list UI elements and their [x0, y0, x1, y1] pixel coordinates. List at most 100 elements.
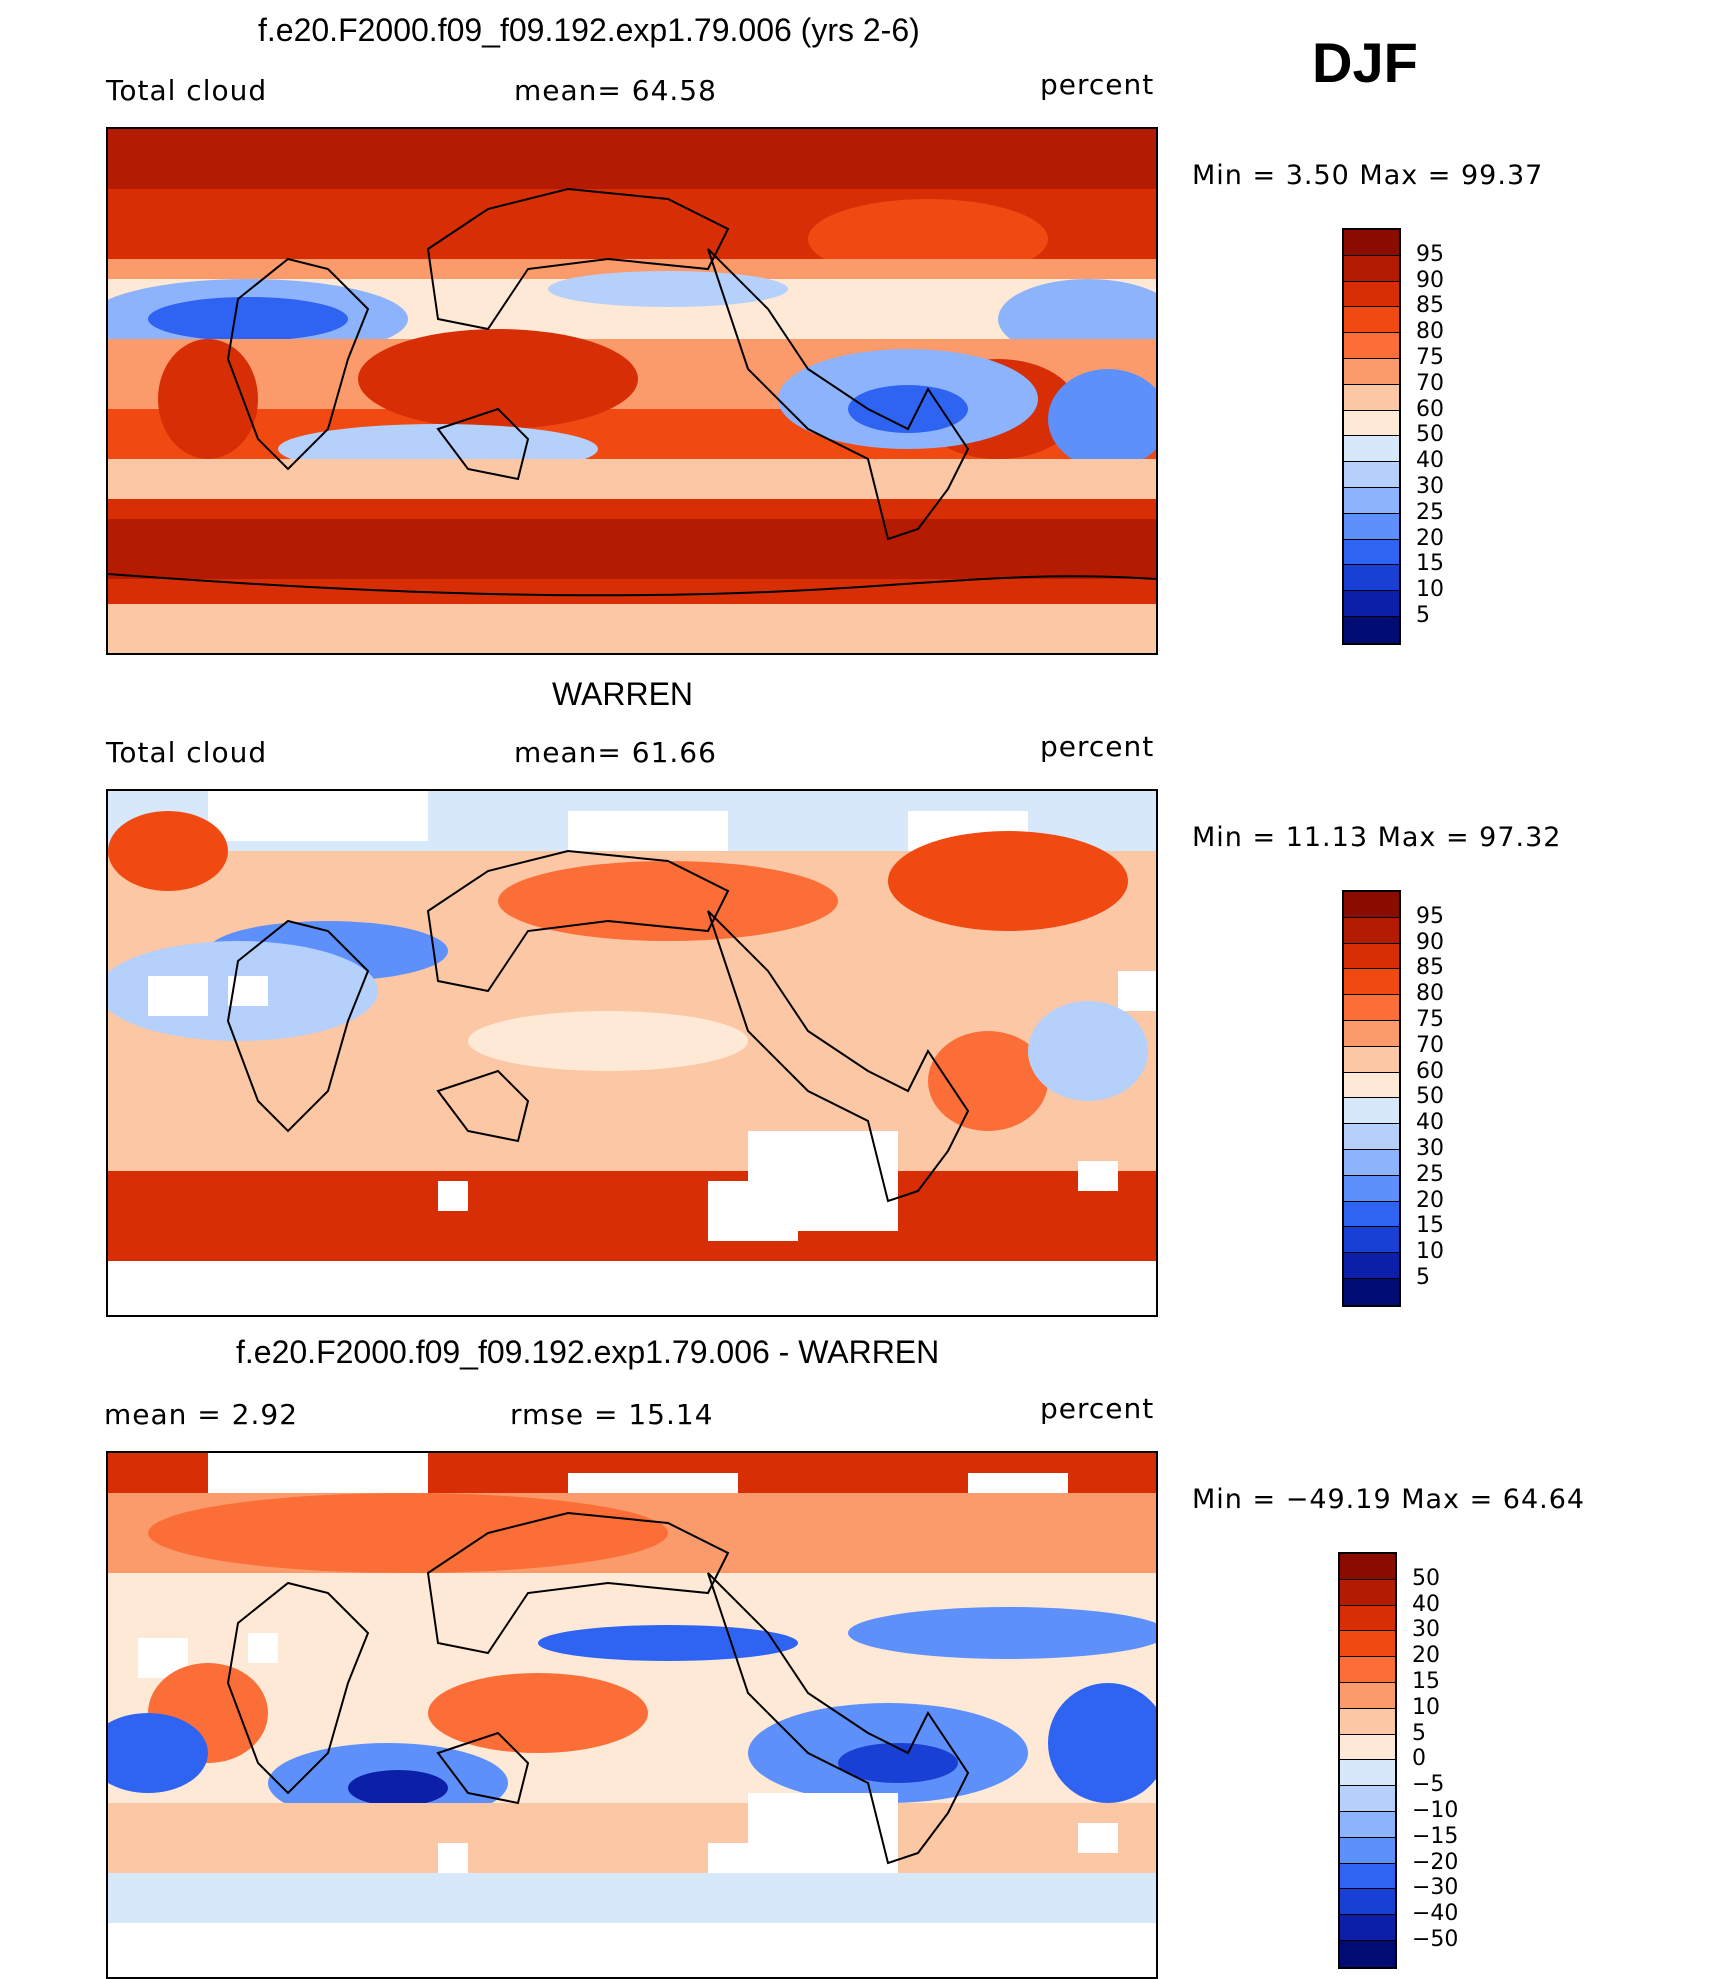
panel-1-colorbar-swatch	[1344, 565, 1399, 592]
panel-3-units: percent	[1040, 1392, 1155, 1425]
panel-1-colorbar-label: 75	[1416, 345, 1444, 370]
panel-1-colorbar-swatch	[1344, 307, 1399, 334]
panel-2-title: WARREN	[552, 676, 694, 712]
panel-2-colorbar-swatch	[1344, 1046, 1399, 1073]
panel-2-colorbar-label: 15	[1416, 1213, 1444, 1239]
panel-2-colorbar-label: 10	[1416, 1239, 1444, 1265]
panel-3-colorbar-label: 40	[1412, 1591, 1440, 1617]
panel-3-min-max: Min = −49.19 Max = 64.64	[1192, 1484, 1586, 1515]
panel-2-colorbar-swatch	[1344, 892, 1399, 918]
panel-1-colorbar-swatch	[1344, 539, 1399, 566]
panel-3-colorbar-swatch	[1340, 1605, 1395, 1632]
panel-2-colorbar-label: 30	[1416, 1136, 1444, 1161]
panel-1-colorbar-label: 25	[1416, 499, 1444, 525]
panel-2-colorbar-label: 60	[1416, 1058, 1444, 1084]
panel-3-colorbar-swatch	[1340, 1554, 1395, 1580]
panel-3-colorbar-label: 15	[1412, 1669, 1440, 1694]
panel-3-colorbar-label: 0	[1412, 1746, 1426, 1772]
panel-1-colorbar-swatch	[1344, 230, 1399, 256]
panel-2-colorbar-label: 20	[1416, 1187, 1444, 1213]
panel-3-colorbar-swatch	[1340, 1889, 1395, 1916]
panel-1-colorbar-label: 60	[1416, 396, 1444, 422]
panel-2-colorbar-label: 5	[1416, 1265, 1430, 1290]
panel-1-min-max: Min = 3.50 Max = 99.37	[1192, 160, 1544, 191]
panel-1-colorbar-label: 80	[1416, 319, 1444, 345]
panel-2-colorbar-label: 95	[1416, 903, 1444, 929]
panel-3-colorbar-label: 30	[1412, 1617, 1440, 1643]
panel-2-colorbar-label: 75	[1416, 1007, 1444, 1032]
panel-2-colorbar-swatch	[1344, 1201, 1399, 1228]
panel-3-colorbar-swatch	[1340, 1837, 1395, 1864]
panel-3-colorbar-label: −50	[1412, 1927, 1459, 1952]
panel-3-title: f.e20.F2000.f09_f09.192.exp1.79.006 - WA…	[236, 1334, 940, 1370]
panel-3-colorbar-swatches	[1338, 1552, 1397, 1969]
panel-3-colorbar-label: −5	[1412, 1772, 1445, 1798]
panel-1-colorbar-swatch	[1344, 513, 1399, 540]
panel-3-colorbar-swatch	[1340, 1863, 1395, 1890]
panel-1-colorbar-swatches	[1342, 228, 1401, 645]
panel-1-colorbar-label: 15	[1416, 551, 1444, 577]
panel-2-colorbar-label: 80	[1416, 981, 1444, 1007]
panel-1-colorbar-label: 95	[1416, 241, 1444, 267]
panel-3-colorbar-label: −10	[1412, 1798, 1459, 1823]
panel-1-colorbar-swatch	[1344, 616, 1399, 643]
panel-3-colorbar-swatch	[1340, 1811, 1395, 1838]
panel-2-colorbar-label: 50	[1416, 1084, 1444, 1110]
panel-1-colorbar-label: 85	[1416, 293, 1444, 319]
panel-2-colorbar-swatch	[1344, 1149, 1399, 1176]
panel-2-field-label: Total cloud	[106, 736, 268, 769]
panel-2-colorbar-swatch	[1344, 1175, 1399, 1202]
panel-3-colorbar-label: −15	[1412, 1823, 1459, 1849]
panel-1-colorbar-swatch	[1344, 281, 1399, 308]
panel-2-colorbar-swatch	[1344, 1124, 1399, 1150]
panel-2-map	[106, 789, 1158, 1317]
panel-3-colorbar-swatch	[1340, 1708, 1395, 1735]
panel-2-colorbar-swatch	[1344, 1020, 1399, 1047]
panel-2-colorbar-swatch	[1344, 943, 1399, 970]
panel-3-colorbar-label: −40	[1412, 1901, 1459, 1927]
panel-1-colorbar-swatch	[1344, 591, 1399, 617]
panel-3-colorbar-label: −30	[1412, 1875, 1459, 1901]
panel-1-colorbar-swatch	[1344, 436, 1399, 463]
season-label: DJF	[1312, 31, 1418, 94]
panel-2-colorbar-swatch	[1344, 1227, 1399, 1254]
panel-3-colorbar-label: 5	[1412, 1720, 1426, 1746]
panel-3-colorbar-label: 10	[1412, 1694, 1440, 1720]
panel-2-colorbar-label: 40	[1416, 1110, 1444, 1136]
panel-1-colorbar-swatch	[1344, 358, 1399, 385]
panel-2-colorbar-swatch	[1344, 1278, 1399, 1305]
panel-2-colorbar-swatch	[1344, 1098, 1399, 1125]
panel-2-units: percent	[1040, 730, 1155, 763]
panel-3-colorbar-label: 20	[1412, 1643, 1440, 1669]
panel-1-colorbar-swatch	[1344, 384, 1399, 411]
panel-3-colorbar-label: −20	[1412, 1849, 1459, 1875]
panel-2-colorbar-swatches	[1342, 890, 1401, 1307]
panel-3-colorbar-label: 50	[1412, 1565, 1440, 1591]
panel-3-rmse: rmse = 15.14	[510, 1398, 714, 1431]
panel-2-min-max: Min = 11.13 Max = 97.32	[1192, 822, 1562, 853]
panel-2-colorbar-swatch	[1344, 995, 1399, 1021]
panel-2-colorbar-swatch	[1344, 1253, 1399, 1279]
panel-3-map	[106, 1451, 1158, 1979]
panel-2-colorbar-swatch	[1344, 1072, 1399, 1099]
panel-1-colorbar-label: 10	[1416, 577, 1444, 603]
panel-3-colorbar-swatch	[1340, 1579, 1395, 1606]
panel-1-colorbar-label: 70	[1416, 370, 1444, 396]
panel-2-colorbar-label: 70	[1416, 1032, 1444, 1058]
panel-1-colorbar-swatch	[1344, 410, 1399, 437]
panel-1-field-label: Total cloud	[106, 74, 268, 107]
panel-2-colorbar-swatch	[1344, 917, 1399, 944]
panel-3-colorbar-swatch	[1340, 1631, 1395, 1658]
panel-2-colorbar-label: 85	[1416, 955, 1444, 981]
panel-1-colorbar-swatch	[1344, 462, 1399, 488]
panel-2-colorbar-label: 25	[1416, 1161, 1444, 1187]
panel-1-colorbar-label: 5	[1416, 603, 1430, 628]
panel-2-mean: mean= 61.66	[514, 736, 717, 769]
panel-1-colorbar-swatch	[1344, 487, 1399, 514]
panel-3-colorbar-swatch	[1340, 1734, 1395, 1761]
panel-1-colorbar-swatch	[1344, 333, 1399, 359]
panel-3-colorbar-swatch	[1340, 1760, 1395, 1787]
panel-1-units: percent	[1040, 68, 1155, 101]
panel-1-colorbar-swatch	[1344, 255, 1399, 282]
panel-1-colorbar-label: 50	[1416, 422, 1444, 448]
